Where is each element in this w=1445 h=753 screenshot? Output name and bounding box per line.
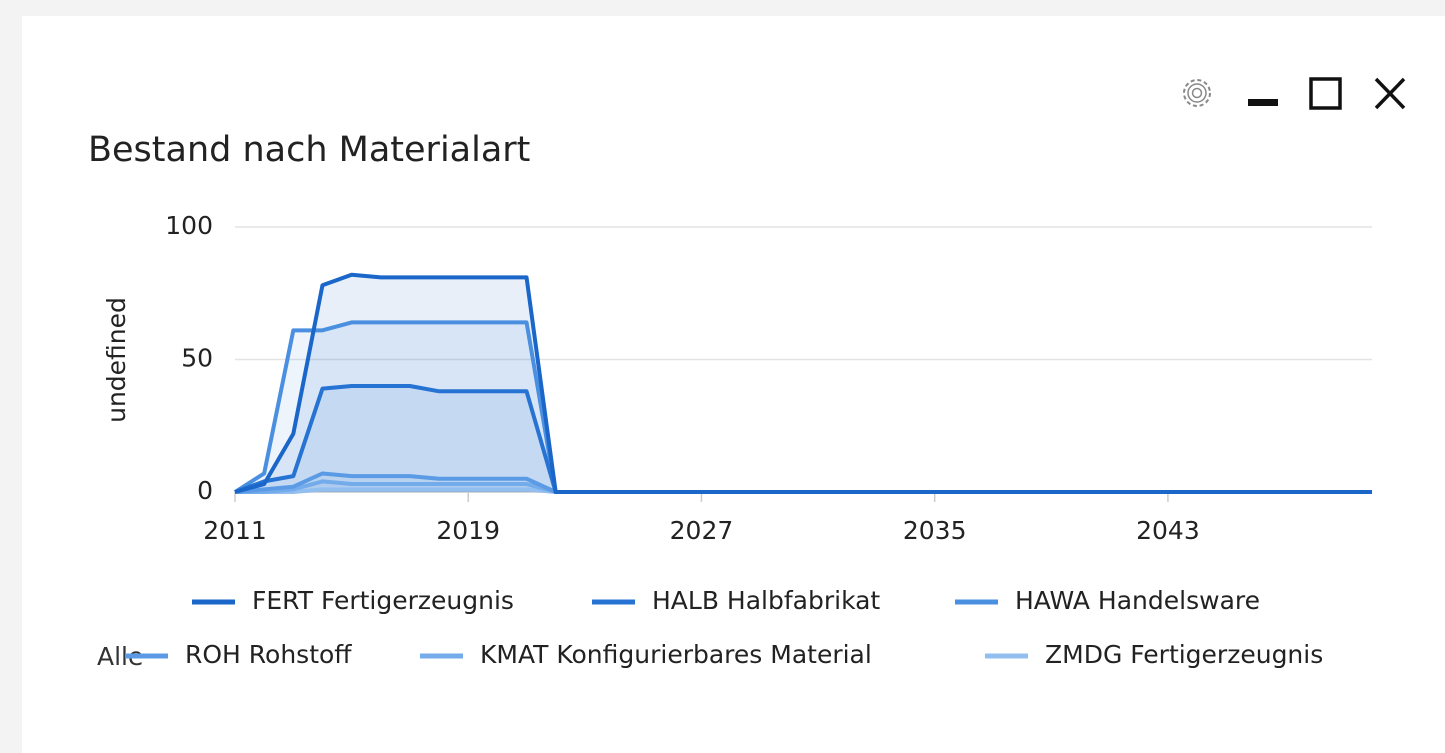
x-tick-label: 2043 xyxy=(1136,516,1200,545)
legend-label[interactable]: KMAT Konfigurierbares Material xyxy=(480,640,872,669)
maximize-button[interactable] xyxy=(1309,77,1342,110)
x-tick-label: 2019 xyxy=(436,516,500,545)
close-button[interactable] xyxy=(1374,77,1406,110)
widget-card xyxy=(22,16,1445,753)
y-tick-label: 50 xyxy=(181,344,213,373)
legend-label[interactable]: HALB Halbfabrikat xyxy=(652,586,880,615)
series-line xyxy=(234,272,1372,494)
legend-label[interactable]: FERT Fertigerzeugnis xyxy=(252,586,514,615)
minimize-button[interactable] xyxy=(1248,99,1278,106)
x-tick-label: 2011 xyxy=(203,516,267,545)
x-tick-label: 2035 xyxy=(903,516,967,545)
series-area xyxy=(235,386,1372,492)
series-area xyxy=(235,274,1372,492)
x-tick-label: 2027 xyxy=(670,516,734,545)
chart-title: Bestand nach Materialart xyxy=(88,130,530,170)
series-area xyxy=(235,322,1372,492)
legend-label[interactable]: HAWA Handelsware xyxy=(1015,586,1260,615)
y-axis-label: undefined xyxy=(102,297,131,423)
legend-label[interactable]: ZMDG Fertigerzeugnis xyxy=(1045,640,1323,669)
y-tick-label: 0 xyxy=(197,476,213,505)
y-tick-label: 100 xyxy=(165,211,213,240)
legend-label[interactable]: ROH Rohstoff xyxy=(185,640,352,669)
settings-icon[interactable] xyxy=(1183,79,1211,107)
